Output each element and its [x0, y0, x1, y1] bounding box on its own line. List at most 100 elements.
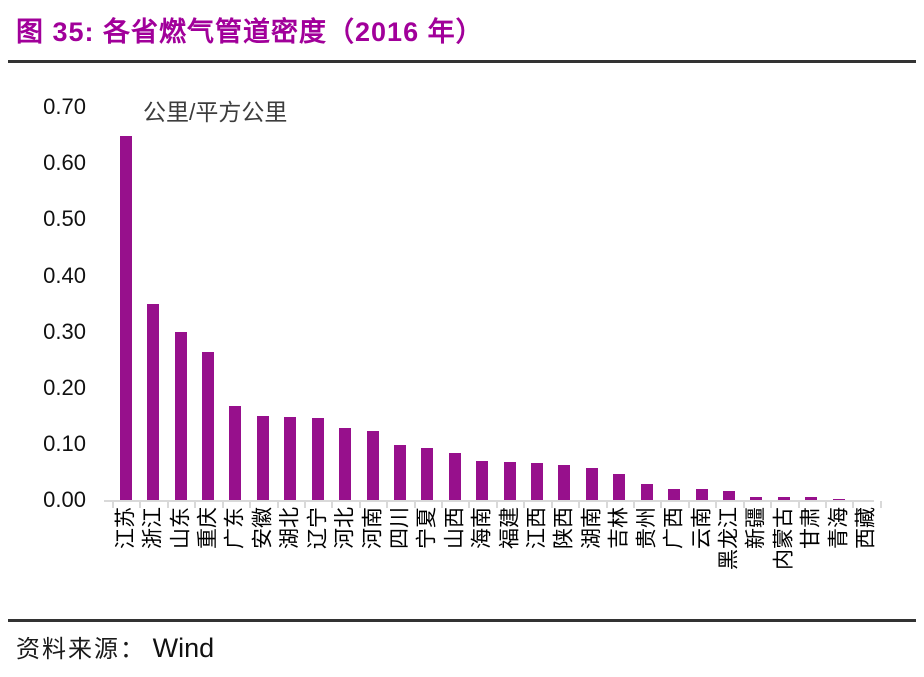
x-axis-labels: 江苏 浙江 山东 重庆 广东 安徽 湖北 辽宁 河北 河南 四川 宁夏 山西 海南 福建 江西 陕西 湖南 吉林 贵州…: [112, 507, 880, 617]
x-label-slot: 广东: [222, 507, 249, 617]
bar-黑龙江: [722, 490, 735, 501]
x-axis-tick: [742, 501, 770, 508]
bar-slot: [249, 101, 276, 501]
bar-slot: [715, 101, 742, 501]
bar-slot: [468, 101, 495, 501]
x-label-slot: 山东: [167, 507, 194, 617]
x-axis-tick: [331, 501, 358, 508]
y-tick-label: 0.10: [43, 431, 86, 457]
x-axis-tick: [715, 501, 742, 508]
bar-slot: [825, 101, 852, 501]
x-label-slot: 山西: [441, 507, 468, 617]
bar-slot: [688, 101, 715, 501]
bar-slot: [414, 101, 441, 501]
bar-slot: [606, 101, 633, 501]
bar-山西: [448, 452, 461, 501]
bar-湖南: [585, 467, 598, 501]
x-label-山西: 山西: [443, 507, 467, 549]
x-label-贵州: 贵州: [635, 507, 659, 549]
x-axis-tick: [824, 501, 852, 508]
x-axis-tick: [413, 501, 441, 508]
bar-slot: [167, 101, 194, 501]
bar-河南: [366, 430, 379, 501]
bar-slot: [386, 101, 413, 501]
bar-slot: [139, 101, 166, 501]
bar-江西: [531, 463, 544, 501]
y-tick-label: 0.70: [43, 94, 86, 119]
bar-slot: [578, 101, 605, 501]
bar-江苏: [119, 135, 132, 501]
x-label-广东: 广东: [223, 507, 247, 549]
x-label-河南: 河南: [361, 507, 384, 549]
bar-slot: [112, 101, 139, 501]
bar-slot: [852, 101, 879, 501]
x-label-slot: 湖北: [277, 507, 304, 617]
x-label-吉林: 吉林: [607, 507, 631, 549]
x-label-江苏: 江苏: [114, 507, 138, 549]
bar-河北: [339, 427, 352, 501]
x-axis-tick: [468, 501, 495, 508]
bar-海南: [476, 460, 489, 501]
x-label-slot: 江西: [523, 507, 550, 617]
x-axis-tick: [386, 501, 413, 508]
footer-divider-line: [8, 619, 916, 622]
x-label-slot: 甘肃: [798, 507, 825, 617]
x-axis-tick: [770, 501, 797, 508]
bar-slot: [523, 101, 550, 501]
y-tick-label: 0.20: [43, 375, 86, 400]
x-axis-tick: [194, 501, 221, 508]
y-tick-label: 0.40: [43, 262, 86, 288]
x-label-slot: 陕西: [551, 507, 578, 617]
x-label-黑龙江: 黑龙江: [717, 507, 741, 570]
axis-unit-label: 公里/平方公里: [143, 99, 288, 125]
x-label-slot: 辽宁: [304, 507, 331, 617]
x-label-slot: 浙江: [139, 507, 166, 617]
x-axis-tick: [303, 501, 331, 508]
x-label-slot: 福建: [496, 507, 523, 617]
bar-slot: [798, 101, 825, 501]
x-axis-tick: [221, 501, 249, 508]
x-label-内蒙古: 内蒙古: [772, 507, 796, 570]
bar-slot: [277, 101, 304, 501]
x-label-slot: 重庆: [194, 507, 221, 617]
bar-贵州: [640, 484, 653, 501]
x-axis-tick: [495, 501, 523, 508]
x-label-海南: 海南: [470, 507, 494, 549]
bar-slot: [304, 101, 331, 501]
x-axis-tick: [249, 501, 276, 508]
bar-slot: [660, 101, 687, 501]
x-label-四川: 四川: [388, 507, 412, 549]
x-label-slot: 安徽: [249, 507, 276, 617]
y-tick-label: 0.00: [43, 487, 86, 513]
figure-title: 图 35: 各省燃气管道密度（2016 年）: [16, 17, 484, 47]
source-name: Wind: [152, 633, 215, 663]
x-axis-tick: [633, 501, 660, 508]
x-label-slot: 湖南: [578, 507, 605, 617]
bar-chart-plot-area: [112, 101, 880, 501]
bar-slot: [441, 101, 468, 501]
y-tick-label: 0.30: [43, 318, 86, 344]
x-label-山东: 山东: [169, 507, 193, 549]
bar-slot: [551, 101, 578, 501]
x-axis-tick: [139, 501, 166, 508]
x-axis-tick: [605, 501, 633, 508]
x-label-重庆: 重庆: [196, 507, 220, 549]
bar-slot: [331, 101, 358, 501]
x-label-安徽: 安徽: [251, 507, 275, 549]
bar-青海: [832, 498, 845, 501]
x-label-江西: 江西: [525, 507, 549, 549]
bar-吉林: [613, 473, 626, 501]
bar-甘肃: [805, 496, 818, 501]
x-label-新疆: 新疆: [744, 507, 768, 549]
y-tick-label: 0.50: [43, 206, 86, 232]
x-label-河北: 河北: [333, 507, 357, 549]
bar-重庆: [201, 352, 214, 501]
bar-slot: [743, 101, 770, 501]
x-label-slot: 西藏: [852, 507, 879, 617]
x-axis-tick: [660, 501, 687, 508]
bar-安徽: [256, 416, 269, 501]
x-axis-tick: [523, 501, 550, 508]
x-label-辽宁: 辽宁: [306, 507, 330, 549]
bar-slot: [194, 101, 221, 501]
x-axis-tick: [852, 501, 879, 508]
